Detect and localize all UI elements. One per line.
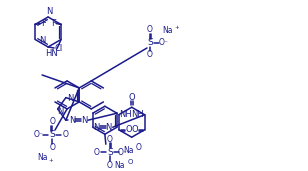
Text: O: O: [107, 161, 113, 170]
Text: N: N: [106, 123, 112, 132]
Text: N: N: [58, 107, 64, 116]
Text: O: O: [125, 125, 132, 134]
Text: N: N: [69, 116, 75, 125]
Text: S: S: [147, 38, 153, 48]
Text: N: N: [39, 36, 45, 45]
Text: Cl: Cl: [55, 44, 63, 54]
Text: O⁻: O⁻: [33, 130, 43, 139]
Text: +: +: [49, 158, 54, 163]
Text: N: N: [81, 116, 87, 125]
Text: O: O: [147, 25, 153, 35]
Text: O: O: [128, 93, 135, 102]
Text: O: O: [127, 159, 132, 165]
Text: O: O: [49, 117, 55, 126]
Text: +: +: [175, 25, 179, 30]
Text: Na: Na: [115, 161, 125, 170]
Text: O: O: [136, 143, 142, 152]
Text: N: N: [46, 8, 52, 16]
Text: NH: NH: [119, 110, 132, 119]
Text: O⁻: O⁻: [159, 38, 169, 48]
Text: N: N: [94, 123, 100, 132]
Text: F: F: [51, 19, 55, 28]
Text: Na: Na: [163, 27, 173, 35]
Text: O⁻: O⁻: [118, 148, 128, 157]
Text: F: F: [41, 19, 46, 28]
Text: O: O: [62, 130, 68, 139]
Text: O: O: [147, 50, 153, 60]
Text: O: O: [49, 143, 55, 152]
Text: N: N: [67, 94, 73, 103]
Text: NH: NH: [131, 110, 144, 119]
Text: HN: HN: [45, 49, 58, 58]
Text: O: O: [107, 135, 113, 144]
Text: S: S: [49, 130, 55, 139]
Text: S: S: [107, 148, 113, 157]
Text: O: O: [94, 148, 100, 157]
Text: Na: Na: [124, 146, 134, 155]
Text: O: O: [132, 125, 138, 134]
Text: Na: Na: [37, 153, 47, 162]
